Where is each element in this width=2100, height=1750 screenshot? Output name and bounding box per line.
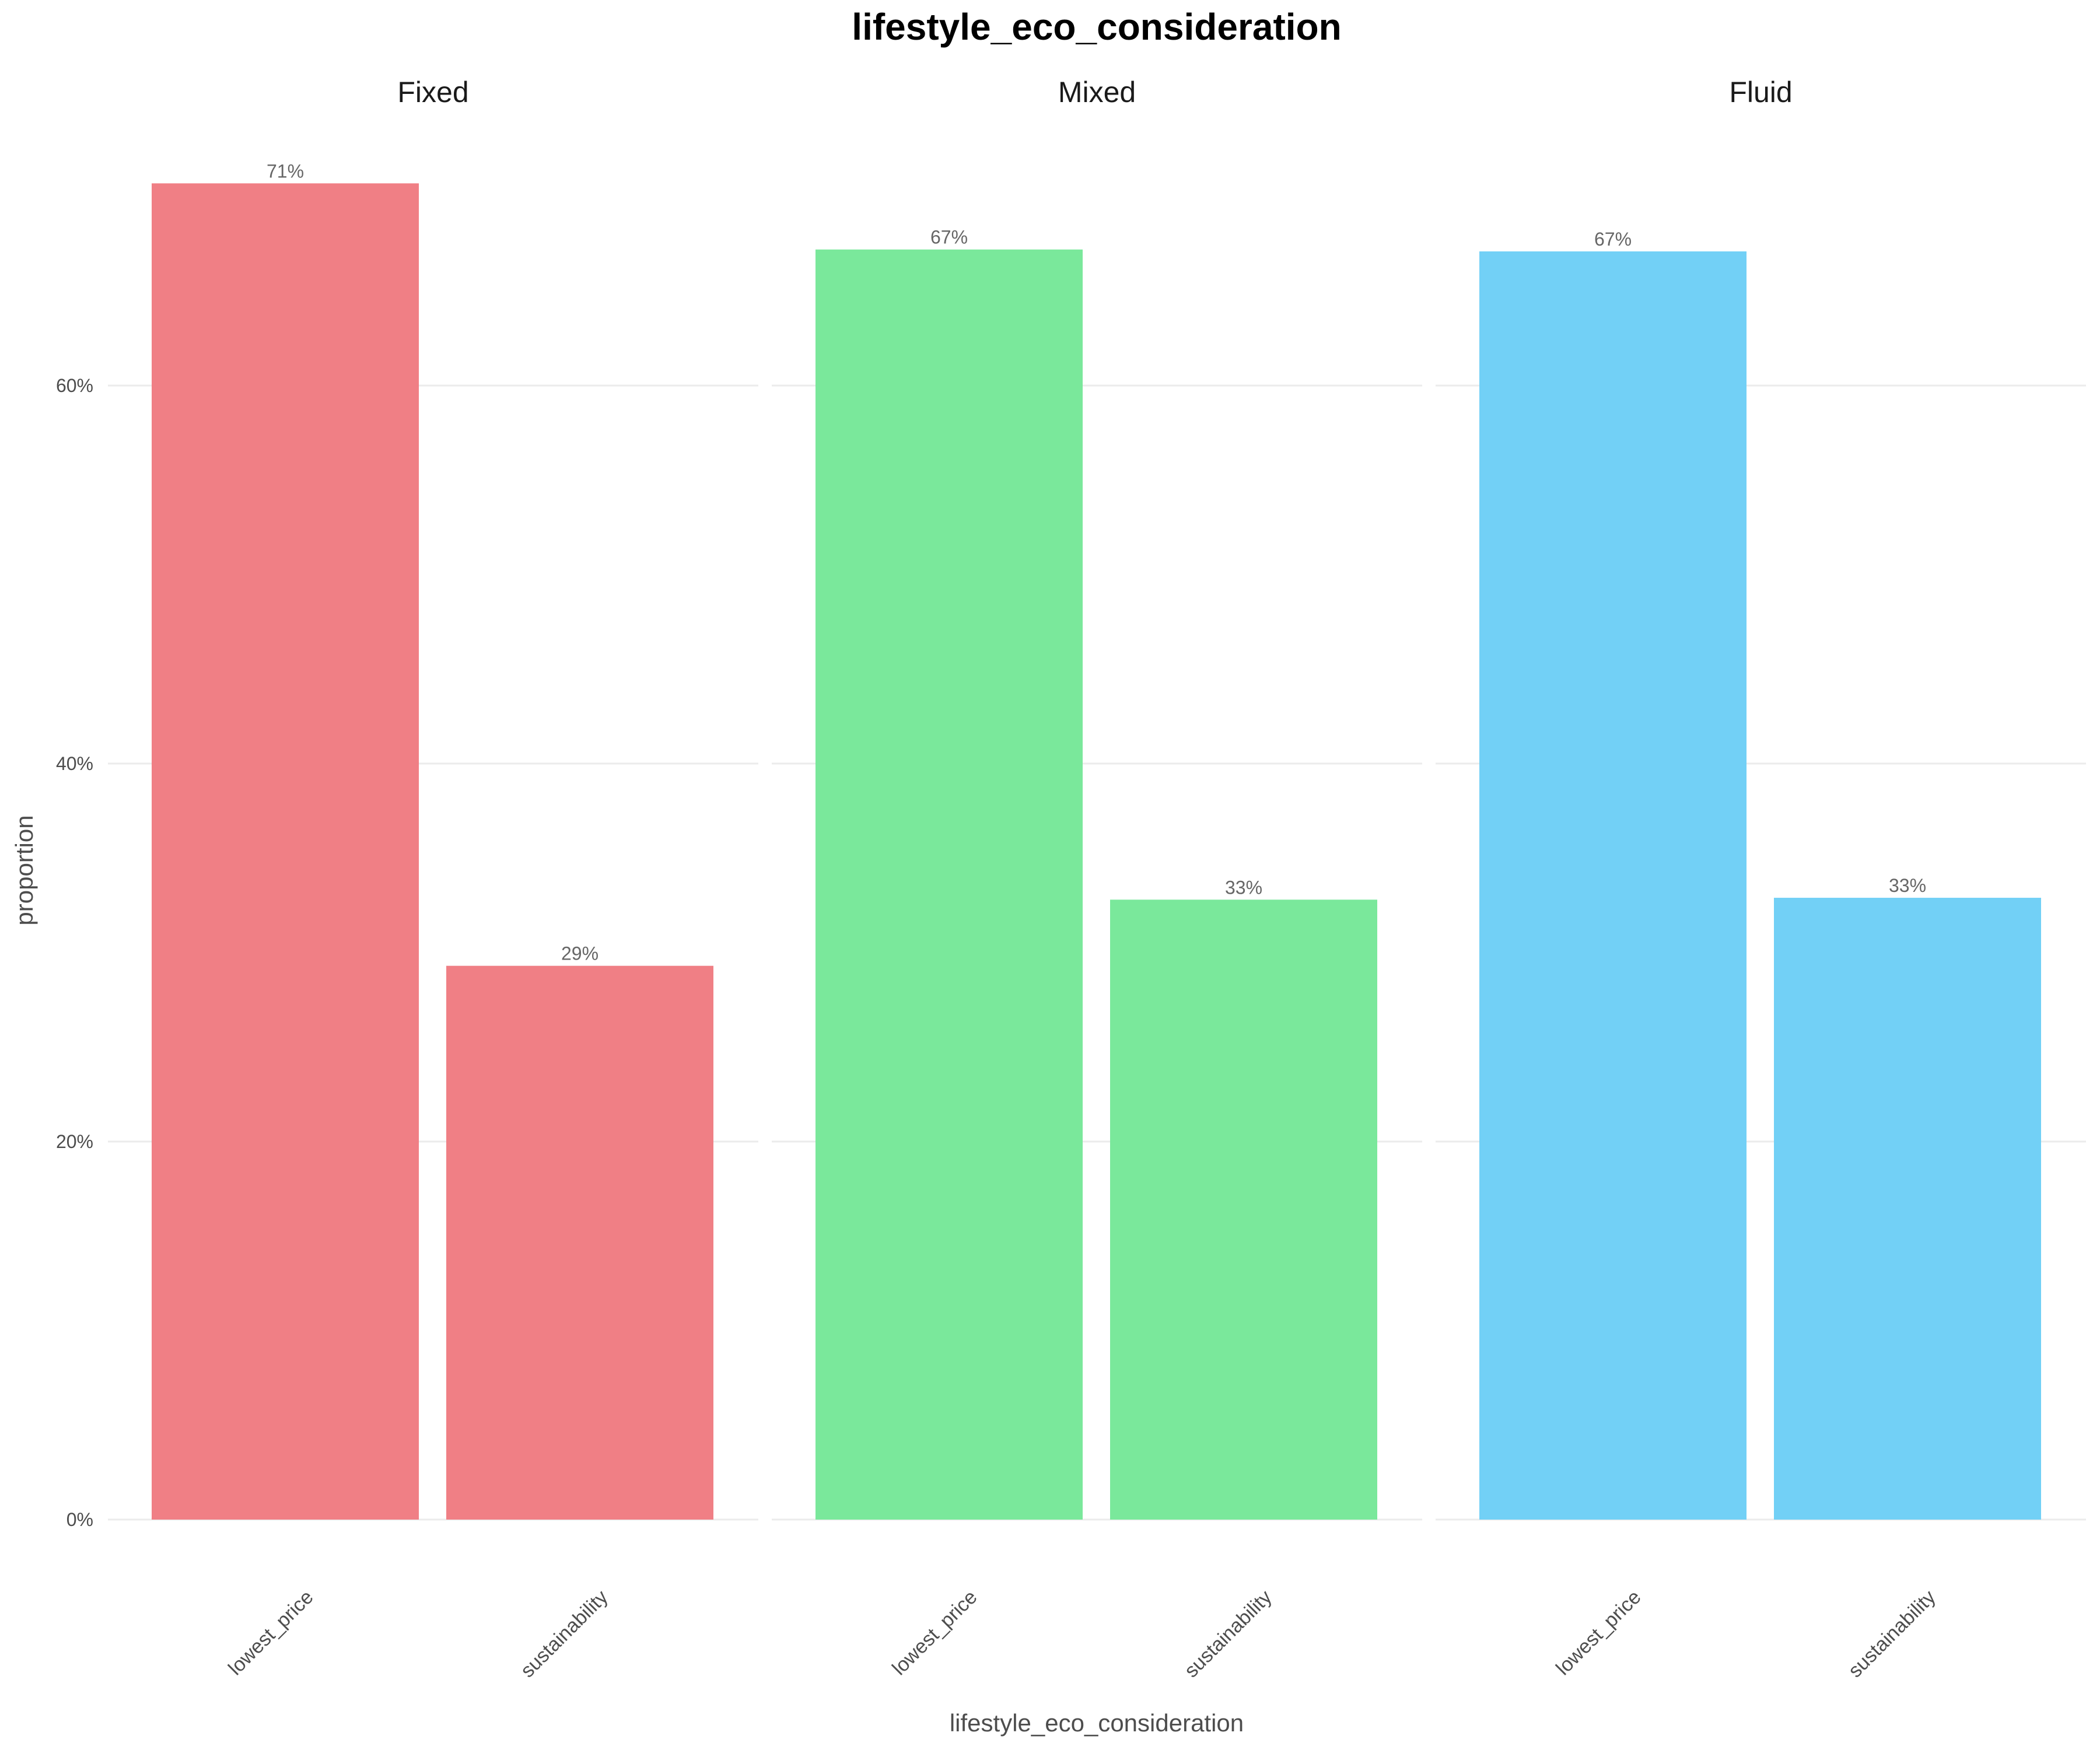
y-tick-label: 40% xyxy=(56,753,93,774)
y-tick-label: 0% xyxy=(66,1509,93,1530)
bar xyxy=(446,965,713,1520)
facet-title: Fluid xyxy=(1729,76,1792,108)
bar xyxy=(1774,898,2041,1520)
bar xyxy=(1479,251,1746,1520)
bar xyxy=(816,249,1083,1520)
bar-value-label: 67% xyxy=(1594,229,1632,250)
x-tick-label: sustainability xyxy=(516,1586,612,1682)
bar-value-label: 33% xyxy=(1225,877,1262,898)
x-tick-label: lowest_price xyxy=(1552,1586,1646,1680)
y-tick-label: 60% xyxy=(56,375,93,396)
facet-title: Fixed xyxy=(397,76,468,108)
y-tick-label: 20% xyxy=(56,1131,93,1152)
x-tick-label: lowest_price xyxy=(224,1586,318,1680)
x-tick-label: sustainability xyxy=(1844,1586,1940,1682)
bar xyxy=(1110,900,1377,1520)
chart-title: lifestyle_eco_consideration xyxy=(852,6,1341,48)
x-tick-label: sustainability xyxy=(1180,1586,1276,1682)
x-axis-title: lifestyle_eco_consideration xyxy=(950,1709,1244,1737)
bar-value-label: 29% xyxy=(561,943,598,964)
bar-value-label: 67% xyxy=(930,227,968,248)
facet-title: Mixed xyxy=(1058,76,1136,108)
facet-panels: 0% 20% 40% 60% Fixed 71% lowest_price 29% sustai… xyxy=(56,76,2086,1682)
bar xyxy=(152,183,419,1520)
y-axis-title: proportion xyxy=(10,815,38,925)
bar-value-label: 71% xyxy=(267,160,304,181)
bar-value-label: 33% xyxy=(1889,875,1926,896)
x-tick-label: lowest_price xyxy=(888,1586,982,1680)
